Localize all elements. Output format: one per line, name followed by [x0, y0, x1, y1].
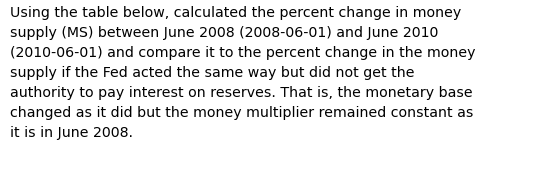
Text: Using the table below, calculated the percent change in money
supply (MS) betwee: Using the table below, calculated the pe…	[10, 6, 475, 140]
